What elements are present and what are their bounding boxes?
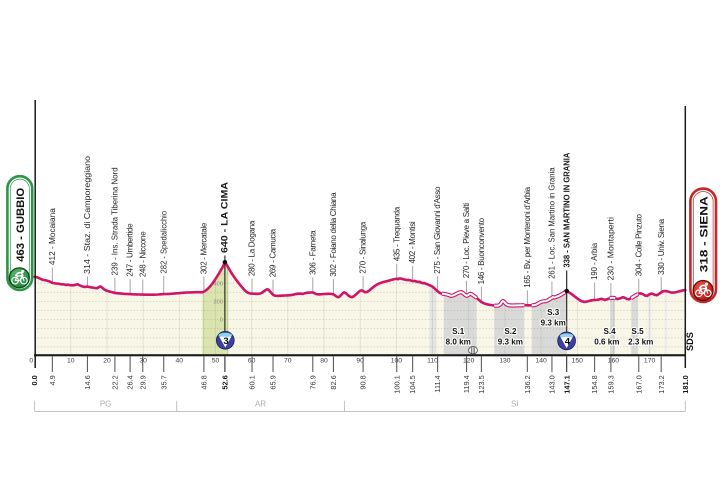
- svg-text:80: 80: [320, 358, 328, 365]
- svg-text:20: 20: [103, 358, 111, 365]
- svg-text:22.2: 22.2: [111, 375, 120, 389]
- svg-text:165 - Bv. per Monteroni d'Arbi: 165 - Bv. per Monteroni d'Arbia: [523, 186, 532, 287]
- svg-text:154.8: 154.8: [590, 375, 599, 394]
- svg-text:280 - La Dogana: 280 - La Dogana: [248, 220, 257, 276]
- svg-text:100.1: 100.1: [392, 375, 401, 394]
- svg-text:120: 120: [463, 358, 475, 365]
- svg-text:160: 160: [608, 358, 620, 365]
- svg-text:AR: AR: [255, 400, 266, 409]
- svg-text:35.7: 35.7: [159, 375, 168, 389]
- svg-text:314 - Staz. di Camporeggiano: 314 - Staz. di Camporeggiano: [83, 155, 92, 274]
- svg-text:90: 90: [356, 358, 364, 365]
- svg-text:29.9: 29.9: [138, 375, 147, 389]
- svg-text:SDS: SDS: [685, 332, 695, 351]
- svg-text:136.2: 136.2: [523, 375, 532, 394]
- svg-text:0: 0: [29, 358, 33, 365]
- svg-text:9.3 km: 9.3 km: [498, 337, 523, 346]
- svg-text:111.4: 111.4: [433, 375, 442, 392]
- svg-text:338 - SAN MARTINO IN GRANIA: 338 - SAN MARTINO IN GRANIA: [563, 152, 572, 267]
- svg-text:261 - Loc. San Martino in Gran: 261 - Loc. San Martino in Grania: [548, 167, 557, 279]
- svg-text:90.8: 90.8: [359, 375, 368, 389]
- svg-text:150: 150: [572, 358, 584, 365]
- svg-text:76.9: 76.9: [308, 375, 317, 389]
- svg-text:PG: PG: [100, 400, 112, 409]
- svg-text:130: 130: [499, 358, 511, 365]
- svg-text:60.1: 60.1: [248, 375, 257, 389]
- svg-text:146 - Buonconvento: 146 - Buonconvento: [477, 217, 486, 284]
- svg-text:239 - Ins. Strada Tiberina Nor: 239 - Ins. Strada Tiberina Nord: [111, 167, 120, 275]
- svg-text:46.8: 46.8: [200, 375, 209, 389]
- svg-text:2.3 km: 2.3 km: [628, 337, 653, 346]
- svg-text:463 - GUBBIO: 463 - GUBBIO: [15, 187, 27, 261]
- svg-text:435 - Trequanda: 435 - Trequanda: [392, 206, 401, 261]
- svg-text:640 - LA CIMA: 640 - LA CIMA: [220, 181, 230, 253]
- svg-text:200: 200: [213, 300, 223, 306]
- svg-text:269 - Camucia: 269 - Camucia: [269, 228, 278, 277]
- svg-text:282 - Spedalicchio: 282 - Spedalicchio: [159, 210, 168, 273]
- svg-text:190 - Arbia: 190 - Arbia: [590, 242, 599, 280]
- svg-text:40: 40: [176, 358, 184, 365]
- svg-text:302 - Foiano della Chiana: 302 - Foiano della Chiana: [329, 192, 338, 277]
- svg-text:270 - Loc. Pieve a Salti: 270 - Loc. Pieve a Salti: [462, 203, 471, 279]
- svg-text:70: 70: [284, 358, 292, 365]
- svg-text:SI: SI: [511, 400, 519, 409]
- svg-text:402 - Montisi: 402 - Montisi: [408, 221, 417, 263]
- svg-text:123.5: 123.5: [477, 375, 486, 394]
- svg-text:248 - Niccone: 248 - Niccone: [138, 231, 147, 277]
- svg-text:65.9: 65.9: [269, 375, 278, 389]
- svg-text:304 - Colle Pinzuto: 304 - Colle Pinzuto: [634, 213, 643, 276]
- svg-text:82.6: 82.6: [329, 375, 338, 389]
- svg-text:14.6: 14.6: [83, 375, 92, 389]
- svg-text:147.1: 147.1: [562, 375, 571, 394]
- svg-text:306 - Farneta: 306 - Farneta: [308, 230, 317, 275]
- svg-text:0.0: 0.0: [30, 375, 39, 385]
- svg-text:4: 4: [565, 336, 571, 347]
- svg-text:230 - Montaperti: 230 - Montaperti: [607, 217, 616, 281]
- svg-text:275 - San Giovanni d'Asso: 275 - San Giovanni d'Asso: [433, 186, 442, 274]
- svg-text:110: 110: [427, 358, 438, 365]
- svg-text:S.3: S.3: [547, 308, 560, 317]
- svg-text:0.6 km: 0.6 km: [594, 337, 619, 346]
- svg-text:412 - Mocaiana: 412 - Mocaiana: [48, 208, 57, 265]
- svg-text:119.4: 119.4: [462, 375, 471, 393]
- svg-text:330 - Univ. Siena: 330 - Univ. Siena: [657, 218, 666, 275]
- svg-text:159.3: 159.3: [607, 375, 616, 394]
- svg-text:140: 140: [535, 358, 547, 365]
- svg-text:0: 0: [220, 318, 223, 324]
- svg-text:143.0: 143.0: [548, 375, 557, 394]
- svg-text:302 - Mercatale: 302 - Mercatale: [200, 222, 209, 274]
- svg-text:4.9: 4.9: [48, 375, 57, 385]
- svg-text:247 - Umbertide: 247 - Umbertide: [126, 223, 135, 277]
- svg-text:8.0 km: 8.0 km: [446, 337, 471, 346]
- svg-text:3: 3: [223, 336, 228, 347]
- svg-text:104.5: 104.5: [408, 375, 417, 394]
- svg-text:318 - SIENA: 318 - SIENA: [698, 196, 710, 272]
- svg-text:270 - Sinalunga: 270 - Sinalunga: [359, 221, 368, 273]
- svg-text:170: 170: [644, 358, 656, 365]
- svg-text:10: 10: [67, 358, 75, 365]
- svg-text:S.1: S.1: [452, 327, 465, 336]
- svg-text:9.3 km: 9.3 km: [541, 319, 566, 328]
- svg-text:50: 50: [212, 358, 220, 365]
- svg-text:181.0: 181.0: [681, 375, 690, 394]
- svg-text:173.2: 173.2: [657, 375, 666, 394]
- svg-text:S.2: S.2: [504, 327, 517, 336]
- svg-text:52.6: 52.6: [221, 375, 230, 389]
- svg-text:26.4: 26.4: [126, 375, 135, 389]
- svg-text:S.5: S.5: [631, 327, 644, 336]
- svg-text:167.0: 167.0: [634, 375, 643, 394]
- svg-text:S.4: S.4: [604, 327, 617, 336]
- svg-text:400: 400: [213, 281, 223, 287]
